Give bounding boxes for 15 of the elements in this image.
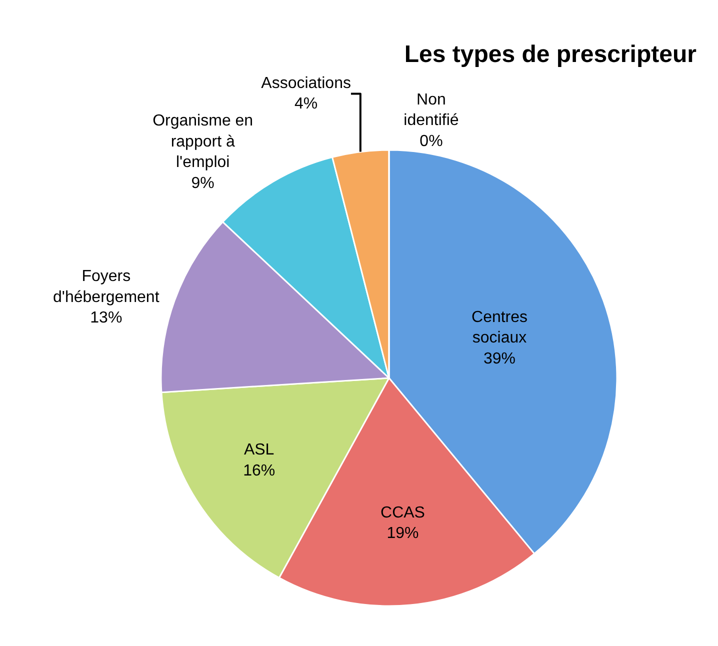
slice-label: Associations xyxy=(261,74,351,92)
data-label: 4% xyxy=(294,96,318,113)
category-label: Non identifié xyxy=(404,91,459,130)
slice-label: ASL xyxy=(244,442,274,459)
data-label: 19% xyxy=(386,525,419,542)
slice-label: CCAS xyxy=(380,504,425,522)
data-label: 39% xyxy=(484,350,516,368)
data-label: 16% xyxy=(243,462,276,480)
slice-label: Centres sociaux xyxy=(472,308,528,347)
chart-title: Les types de prescripteur xyxy=(404,41,696,68)
slice-label: Organisme en rapport à l'emploi xyxy=(152,112,254,172)
text: 0% xyxy=(420,133,443,150)
data-label: 9% xyxy=(191,175,214,192)
data-label: 13% xyxy=(90,310,122,327)
slice-label: Foyers d'hébergement xyxy=(53,268,160,306)
